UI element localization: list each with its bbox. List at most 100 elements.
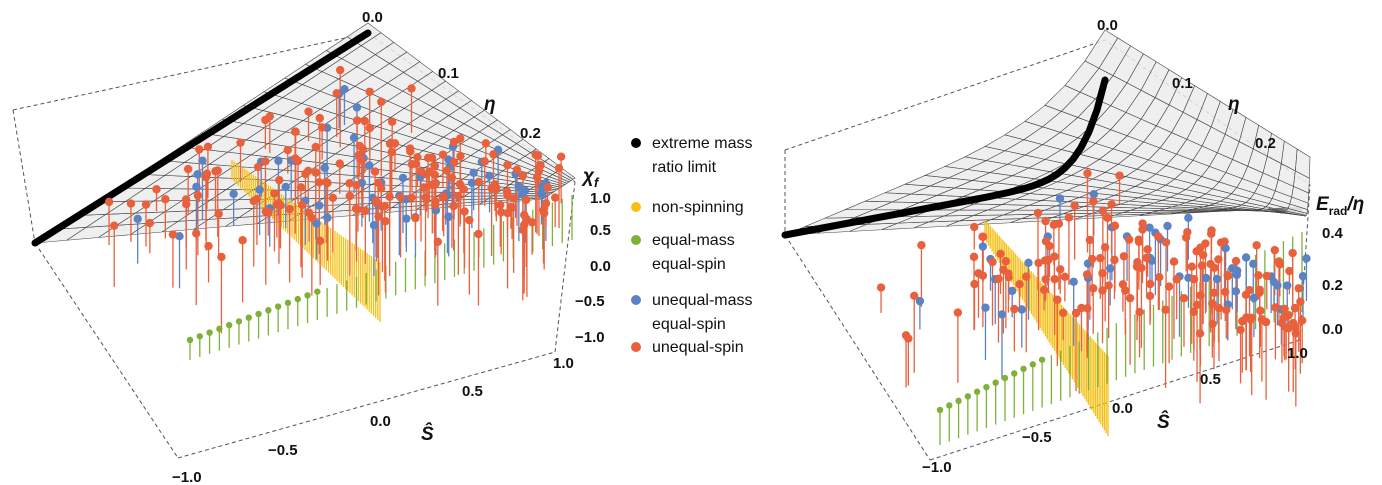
unequalspin-point — [456, 151, 465, 161]
emr-line — [31, 29, 372, 247]
unequalspin-point — [161, 195, 170, 204]
s-axis-label-left: Ŝ — [421, 423, 434, 445]
unequalspin-point — [1270, 245, 1279, 255]
unequalspin-point — [183, 164, 193, 174]
unequalmass-point — [281, 182, 290, 192]
unequalspin-point — [365, 123, 375, 133]
unequalspin-point — [335, 159, 344, 168]
unequalspin-point — [1058, 308, 1068, 318]
legend-label: unequal-mass — [652, 292, 753, 309]
unequalspin-point — [1291, 329, 1301, 338]
eqmass-point — [964, 393, 972, 400]
unequalmass-point — [1241, 253, 1251, 262]
unequalspin-point — [1034, 258, 1043, 268]
unequalspin-point — [387, 147, 397, 157]
unequalspin-point — [1197, 261, 1207, 270]
unequalspin-point — [152, 185, 161, 194]
unequalspin-point — [1082, 270, 1092, 279]
unequalspin-point — [182, 200, 191, 209]
unequalmass-point — [274, 156, 283, 165]
unequalspin-point — [1143, 245, 1152, 254]
unequalspin-point — [1107, 200, 1116, 209]
unequalspin-point — [1054, 219, 1064, 228]
unequalspin-point — [1083, 169, 1092, 178]
unequalmass-point — [1298, 271, 1308, 281]
unequalspin-point — [910, 291, 919, 301]
unequalmass-point — [1024, 258, 1033, 268]
unequalspin-point — [1289, 318, 1298, 328]
unequalspin-point — [455, 179, 465, 189]
unequalspin-point — [353, 205, 363, 214]
unequalspin-point — [1053, 295, 1062, 304]
eqmass-point — [235, 318, 243, 325]
unequalspin-point — [521, 195, 531, 205]
eta-tick: 0.0 — [1097, 17, 1118, 34]
legend-marker-unequal_spin — [631, 342, 641, 352]
unequalspin-point — [1192, 247, 1201, 256]
unequalspin-point — [419, 183, 429, 192]
unequalmass-point — [1069, 277, 1078, 286]
unequalspin-point — [1115, 171, 1124, 180]
unequalspin-point — [1280, 304, 1289, 314]
emr-line — [781, 76, 1109, 239]
unequalspin-point — [1181, 233, 1191, 242]
unequalspin-point — [1098, 206, 1108, 216]
unequalspin-point — [1124, 235, 1134, 244]
unequalspin-point — [1041, 237, 1051, 246]
unequalspin-point — [110, 221, 119, 230]
s-tick: 0.0 — [1112, 400, 1133, 417]
unequalspin-point — [953, 308, 963, 317]
s-tick: −0.5 — [1022, 429, 1052, 446]
unequalspin-point — [1070, 201, 1079, 210]
unequalspin-point — [390, 139, 400, 148]
unequalspin-point — [1285, 266, 1294, 276]
unequalspin-point — [104, 197, 114, 207]
unequalspin-point — [442, 166, 452, 175]
unequalspin-point — [1118, 280, 1128, 289]
unequalmass-point — [255, 185, 264, 194]
unequalmass-point — [1231, 287, 1241, 296]
unequalspin-point — [296, 183, 306, 192]
eqmass-point — [245, 314, 252, 321]
unequalspin-point — [1187, 262, 1196, 271]
z-tick: −0.5 — [575, 293, 605, 310]
unequalspin-point — [285, 204, 294, 214]
unequalspin-point — [1189, 307, 1199, 317]
unequalspin-point — [192, 229, 201, 238]
unequalspin-point — [532, 172, 542, 182]
data-points-right — [781, 76, 1311, 414]
unequalspin-point — [370, 167, 380, 176]
unequalspin-point — [496, 200, 505, 210]
unequalspin-point — [1238, 317, 1247, 326]
unequalspin-point — [411, 213, 420, 223]
unequalspin-point — [204, 241, 213, 251]
eqmass-point — [973, 388, 981, 395]
unequalspin-point — [1236, 325, 1245, 335]
unequalspin-point — [126, 199, 136, 208]
eqmass-point — [936, 406, 944, 414]
unequalspin-point — [1104, 281, 1113, 290]
unequalmass-point — [1283, 281, 1292, 290]
unequalspin-point — [1142, 253, 1151, 263]
legend-label: unequal-spin — [652, 339, 744, 356]
unequalspin-point — [1039, 285, 1049, 295]
eqmass-point — [255, 310, 262, 318]
unequalmass-point — [1232, 270, 1242, 280]
unequalspin-point — [168, 230, 178, 239]
unequalspin-point — [1033, 208, 1043, 218]
unequalspin-point — [1256, 306, 1265, 315]
unequalspin-point — [449, 158, 459, 167]
eta-tick: 0.1 — [1172, 75, 1193, 92]
unequalspin-point — [431, 179, 441, 188]
unequalspin-point — [1089, 284, 1098, 293]
unequalspin-point — [509, 194, 518, 203]
unequalmass-point — [1212, 274, 1222, 284]
unequalspin-point — [416, 167, 426, 176]
unequalspin-point — [365, 87, 374, 96]
eqmass-point — [1029, 361, 1037, 368]
unequalspin-point — [425, 167, 434, 176]
unequalspin-point — [917, 240, 926, 250]
unequalspin-point — [203, 142, 213, 152]
unequalmass-point — [444, 212, 453, 221]
unequalspin-point — [1262, 271, 1271, 281]
